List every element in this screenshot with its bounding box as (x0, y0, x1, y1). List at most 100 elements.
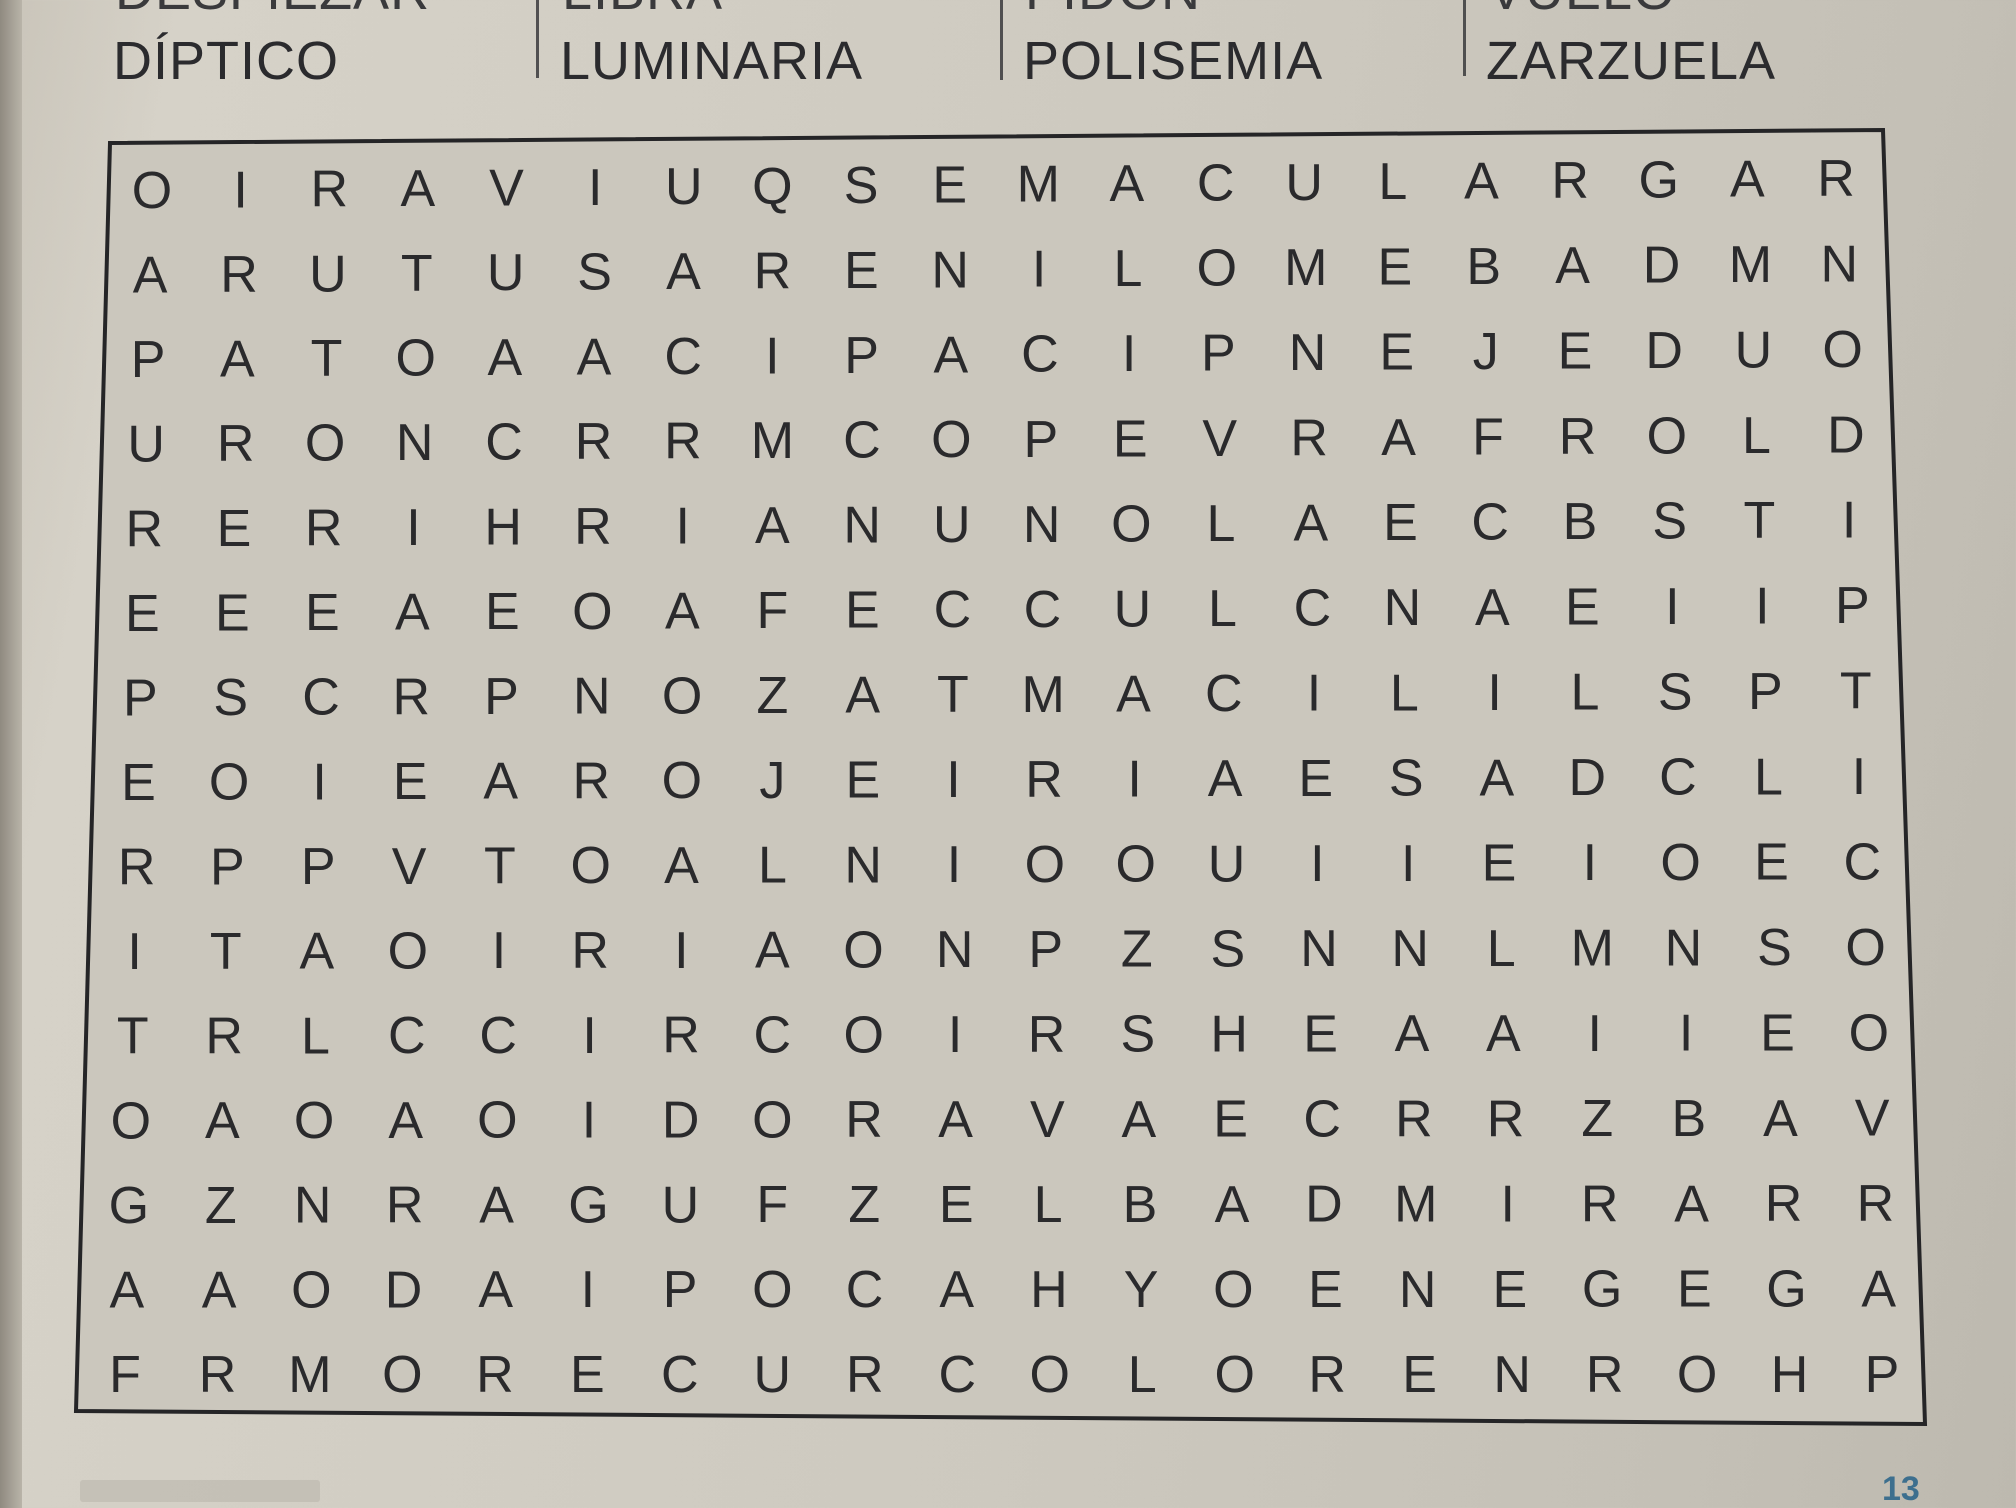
grid-letter: E (844, 242, 879, 300)
grid-letter: I (1310, 835, 1324, 893)
grid-letter: V (1202, 410, 1237, 468)
grid-letter: R (1765, 1175, 1803, 1233)
grid-letter: R (305, 499, 343, 557)
grid-letter: R (1817, 150, 1855, 208)
grid-letter: C (661, 1346, 699, 1404)
grid-letter: D (1645, 322, 1683, 380)
grid-letter: R (386, 1177, 424, 1235)
grid-letter: C (1024, 581, 1062, 639)
grid-letter: B (1671, 1090, 1706, 1148)
grid-letter: I (582, 1007, 596, 1065)
grid-letter: D (385, 1261, 423, 1319)
grid-letter: C (1471, 494, 1509, 552)
grid-letter: A (1116, 666, 1151, 724)
grid-letter: A (577, 328, 612, 386)
grid-letter: E (1379, 324, 1414, 382)
grid-letter: E (1760, 1005, 1795, 1063)
grid-letter: S (1389, 750, 1424, 808)
grid-letter: R (574, 498, 612, 556)
grid-letter: V (392, 838, 427, 896)
grid-letter: D (1827, 406, 1865, 464)
grid-letter: O (382, 1346, 422, 1404)
grid-letter: J (1473, 323, 1499, 381)
grid-letter: A (666, 243, 701, 301)
grid-letter: M (1022, 666, 1065, 724)
word-list-item-cut: PIDÓN (1025, 0, 1201, 22)
grid-letter: O (1214, 1346, 1254, 1404)
grid-letter: A (1293, 494, 1328, 552)
grid-letter: E (1383, 494, 1418, 552)
grid-letter: G (1638, 151, 1678, 209)
grid-letter: N (573, 668, 611, 726)
grid-letter: R (393, 668, 431, 726)
grid-letters: O I R A V I U Q S E M A C U L A R G A RA R U T U S A R E N I L O M E B A D M N… (109, 150, 1900, 1404)
grid-letter: E (217, 500, 252, 558)
grid-letter: E (846, 752, 881, 810)
grid-letter: I (1587, 1005, 1601, 1063)
grid-letter: R (1559, 408, 1597, 466)
grid-letter: T (1744, 492, 1776, 550)
grid-letter: U (1285, 154, 1323, 212)
grid-letter: A (845, 667, 880, 725)
grid-letter: I (1852, 748, 1866, 806)
grid-letter: S (844, 157, 879, 215)
grid-letter: L (1208, 580, 1237, 638)
grid-letter: A (202, 1261, 237, 1319)
grid-letter: O (572, 583, 612, 641)
grid-letter: E (1213, 1091, 1248, 1149)
grid-letter: E (305, 584, 340, 642)
grid-letter: E (1402, 1346, 1437, 1404)
grid-letter: A (1486, 1005, 1521, 1063)
grid-letter: I (1679, 1005, 1693, 1063)
grid-letter: R (1025, 751, 1063, 809)
grid-letter: P (484, 668, 519, 726)
grid-letter: R (1290, 409, 1328, 467)
grid-letter: C (1197, 154, 1235, 212)
grid-letter: S (1211, 920, 1246, 978)
grid-letter: R (1581, 1175, 1619, 1233)
grid-letter: E (1493, 1261, 1528, 1319)
grid-letter: P (1201, 325, 1236, 383)
grid-letter: O (662, 667, 702, 725)
grid-letter: N (1391, 920, 1429, 978)
grid-letter: E (1677, 1261, 1712, 1319)
grid-letter: R (1551, 152, 1589, 210)
grid-letter: A (665, 582, 700, 640)
word-list-divider (1463, 0, 1466, 76)
grid-letter: T (484, 838, 516, 896)
grid-letter: A (1479, 749, 1514, 807)
grid-letter: I (1487, 664, 1501, 722)
grid-letter: A (110, 1261, 145, 1319)
grid-letter: S (1658, 663, 1693, 721)
grid-letter: R (217, 415, 255, 473)
grid-letter: O (1111, 495, 1151, 553)
grid-letter: N (1821, 235, 1859, 293)
grid-letter: E (932, 156, 967, 214)
grid-letter: T (210, 923, 242, 981)
grid-letter: Y (1124, 1261, 1159, 1319)
grid-letter: O (477, 1092, 517, 1150)
grid-letter: I (675, 498, 689, 556)
grid-letter: A (1110, 155, 1145, 213)
grid-letter: O (1197, 240, 1237, 298)
grid-letter: P (301, 838, 336, 896)
grid-letter: C (1205, 665, 1243, 723)
grid-letter: I (946, 751, 960, 809)
grid-letter: C (485, 414, 523, 472)
grid-letter: C (754, 1007, 792, 1065)
grid-letter: V (1030, 1091, 1065, 1149)
grid-letter: E (1298, 750, 1333, 808)
grid-letter: N (1300, 920, 1338, 978)
grid-letter: T (401, 245, 433, 303)
grid-letter: O (1213, 1261, 1253, 1319)
grid-letter: C (846, 1261, 884, 1319)
grid-letter: R (846, 1346, 884, 1404)
grid-letter: O (1647, 407, 1687, 465)
grid-letter: I (1127, 751, 1141, 809)
grid-letter: N (1665, 919, 1703, 977)
grid-letter: L (1742, 407, 1771, 465)
grid-letter: F (1472, 408, 1504, 466)
